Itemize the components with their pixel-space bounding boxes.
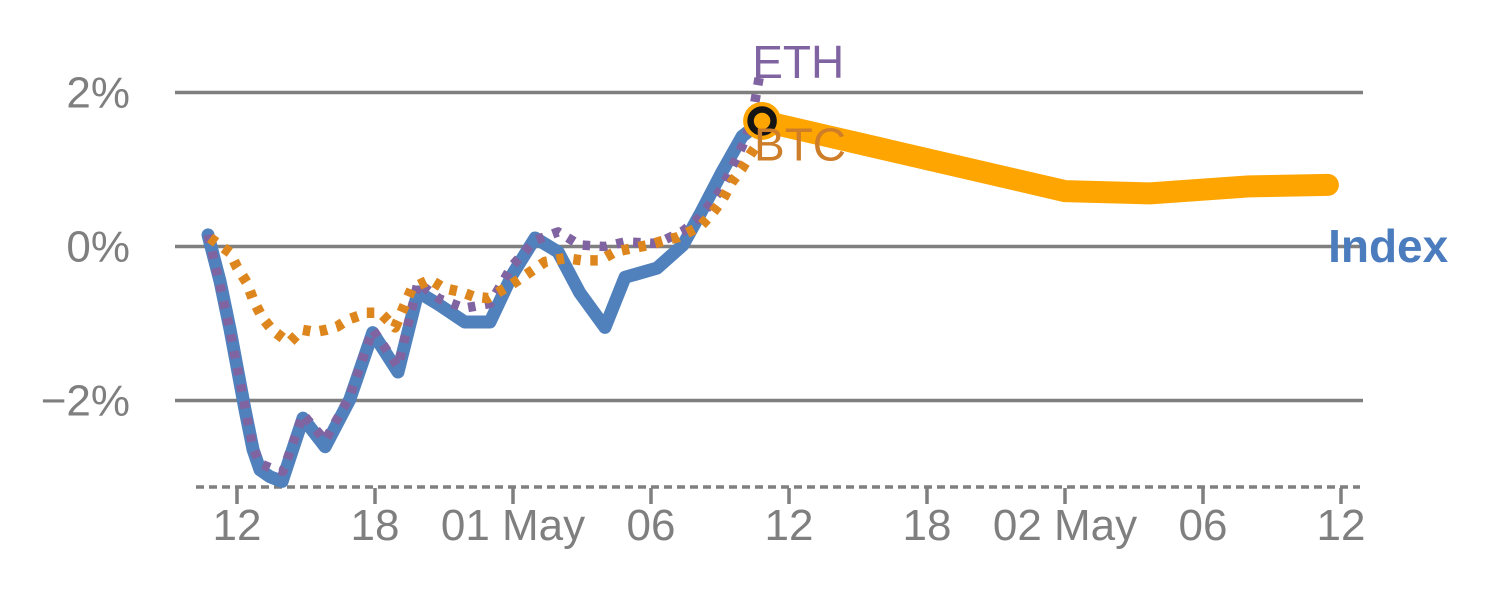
x-tick-label: 12 <box>765 501 814 550</box>
x-tick-label: 02 May <box>993 501 1137 550</box>
x-tick-label: 01 May <box>441 501 585 550</box>
marker-ring <box>747 106 777 136</box>
series-line-index-forecast <box>751 110 1339 205</box>
series-line-btc <box>206 141 762 348</box>
series-line-index <box>201 114 769 488</box>
x-tick-label: 18 <box>351 501 400 550</box>
series-line-eth <box>203 77 764 477</box>
y-tick-label: −2% <box>41 377 130 426</box>
series-label-eth: ETH <box>752 36 844 88</box>
y-tick-label: 0% <box>66 223 130 272</box>
x-tick-label: 12 <box>1317 501 1366 550</box>
series-label-index: Index <box>1328 220 1449 272</box>
x-tick-label: 12 <box>213 501 262 550</box>
series-label-btc: BTC <box>754 118 846 170</box>
x-tick-label: 18 <box>903 501 952 550</box>
y-tick-label: 2% <box>66 69 130 118</box>
x-tick-label: 06 <box>1179 501 1228 550</box>
x-tick-label: 06 <box>627 501 676 550</box>
